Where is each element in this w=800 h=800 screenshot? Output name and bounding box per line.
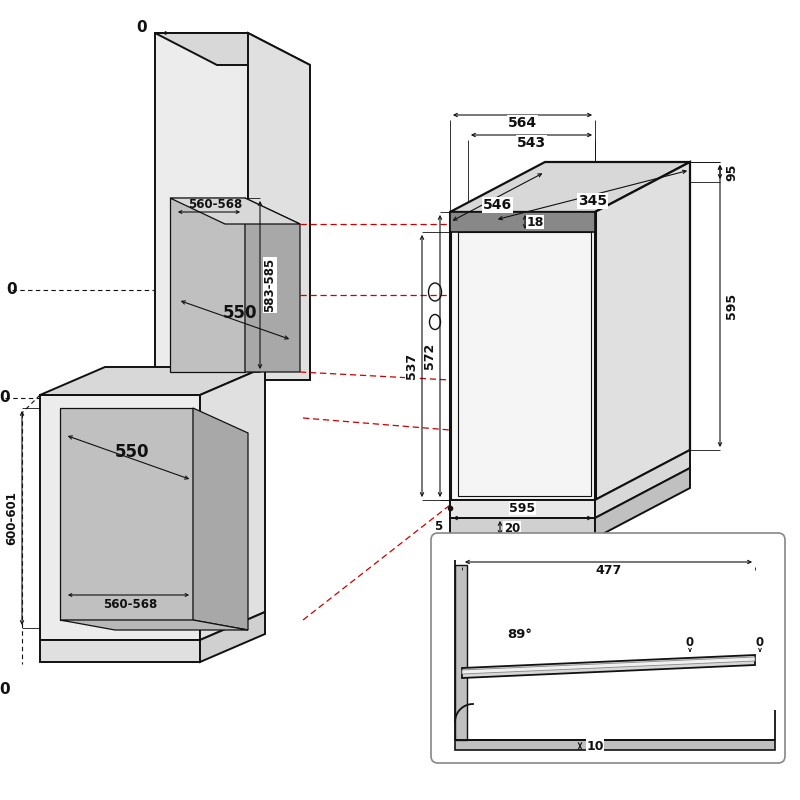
Polygon shape xyxy=(60,620,248,630)
Text: 477: 477 xyxy=(595,563,622,577)
Text: 537: 537 xyxy=(406,353,418,379)
Polygon shape xyxy=(40,640,200,662)
Text: 595: 595 xyxy=(726,293,738,319)
Text: 564: 564 xyxy=(508,116,537,130)
Polygon shape xyxy=(462,657,755,674)
Polygon shape xyxy=(455,740,775,750)
Text: 595: 595 xyxy=(510,502,535,514)
Polygon shape xyxy=(595,468,690,538)
Polygon shape xyxy=(450,500,595,518)
Polygon shape xyxy=(595,162,690,500)
Text: 543: 543 xyxy=(517,136,546,150)
Polygon shape xyxy=(170,198,245,372)
FancyBboxPatch shape xyxy=(431,533,785,763)
Polygon shape xyxy=(450,162,690,212)
Polygon shape xyxy=(60,408,193,620)
Polygon shape xyxy=(450,212,595,232)
Polygon shape xyxy=(455,565,467,740)
Polygon shape xyxy=(155,33,310,65)
Text: 560-568: 560-568 xyxy=(188,198,242,211)
Polygon shape xyxy=(450,212,595,500)
Text: 0: 0 xyxy=(0,390,10,406)
Text: 10: 10 xyxy=(586,739,604,753)
Polygon shape xyxy=(200,612,265,662)
Text: 550: 550 xyxy=(222,304,258,322)
Text: 18: 18 xyxy=(526,215,544,229)
Text: 0: 0 xyxy=(686,637,694,650)
Text: 345: 345 xyxy=(578,194,607,208)
Text: 95: 95 xyxy=(726,163,738,181)
Text: 600-601: 600-601 xyxy=(6,491,18,545)
Polygon shape xyxy=(245,198,300,372)
Text: 546: 546 xyxy=(483,198,512,212)
Polygon shape xyxy=(450,518,595,538)
Polygon shape xyxy=(155,33,248,380)
Polygon shape xyxy=(248,33,310,380)
Polygon shape xyxy=(595,450,690,518)
Text: 583-585: 583-585 xyxy=(263,258,277,312)
Text: 0: 0 xyxy=(137,19,147,34)
Text: 5: 5 xyxy=(434,519,442,533)
Text: 572: 572 xyxy=(423,343,437,369)
Text: 20: 20 xyxy=(504,522,520,534)
Text: 0: 0 xyxy=(6,282,18,298)
Text: 0: 0 xyxy=(0,682,10,698)
Polygon shape xyxy=(40,367,265,395)
Polygon shape xyxy=(200,367,265,640)
Text: 0: 0 xyxy=(756,637,764,650)
Text: 560-568: 560-568 xyxy=(103,598,157,611)
Polygon shape xyxy=(193,408,248,630)
Text: 550: 550 xyxy=(114,443,150,461)
Polygon shape xyxy=(170,198,300,224)
Polygon shape xyxy=(40,395,200,640)
Polygon shape xyxy=(462,655,755,678)
Text: 89°: 89° xyxy=(507,629,533,642)
